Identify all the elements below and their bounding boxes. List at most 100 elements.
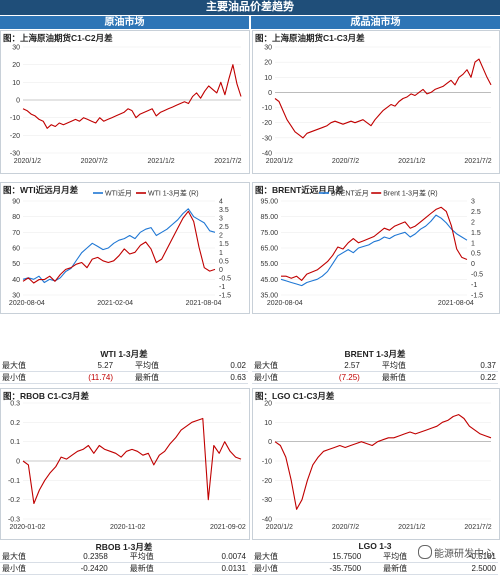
sc-xtick-label: 2020/1/2 (14, 158, 41, 165)
wti-ytick-right-label: 1.5 (219, 241, 229, 248)
lgo-xtick-label: 2020/1/2 (266, 524, 293, 531)
brent-ytick-label: 75.00 (260, 230, 278, 237)
lgo-avg-value: -0.5181 (443, 551, 498, 563)
brent-stats-title: BRENT 1-3月差 (344, 349, 406, 359)
mogas-chart: -40 -30 -20 -10 0 10 20 30 2020/1/2 2020/7/2 2021/… (262, 45, 492, 166)
wti-latest-value: 0.63 (208, 371, 248, 384)
wti-ytick-right-label: 3 (219, 216, 223, 223)
brent-ytick-label: 65.00 (260, 246, 278, 253)
wti-ytick-right-label: 1 (219, 250, 223, 257)
lgo-series-line-0 (274, 414, 492, 510)
wti-avg-label: 平均值 (115, 360, 209, 372)
crude-section-header: 原油市场 (0, 16, 249, 29)
wti-ytick-label: 70 (12, 230, 20, 237)
watermark: 能源研发中心 (418, 545, 494, 560)
brent-legend-label: BRENT近月 (331, 189, 369, 198)
brent-stats-table: 最大值 2.57 平均值 0.37 最小值 (7.25) 最新值 0.22 (252, 360, 498, 384)
watermark-text: 能源研发中心 (434, 549, 494, 560)
wti-ytick-label: 80 (12, 214, 20, 221)
lgo-ytick-label: 10 (264, 420, 272, 427)
sc-ytick-label: 30 (12, 45, 20, 52)
mogas-ytick-label: -10 (262, 105, 272, 112)
mogas-xtick-label: 2020/7/2 (332, 158, 359, 165)
brent-ytick-right-label: 1 (471, 240, 475, 247)
wti-max-label: 最大值 (0, 360, 57, 372)
wti-ytick-label: 30 (12, 293, 20, 300)
rbob-series-line-0 (22, 417, 242, 505)
brent-ytick-right-label: -1 (471, 282, 477, 289)
sc-xtick-label: 2021/7/2 (214, 158, 241, 165)
brent-ytick-right-label: -0.5 (471, 272, 483, 279)
wti-legend-label: WTI 1-3月差 (R) (148, 189, 199, 198)
wti-ytick-right-label: 2.5 (219, 224, 229, 231)
brent-xtick-label: 2021-08-04 (438, 300, 474, 307)
wti-ytick-right-label: -1 (219, 284, 225, 291)
brent-xtick-label: 2020-08-04 (267, 300, 303, 307)
rbob-max-label: 最大值 (0, 551, 52, 563)
lgo-ytick-label: 20 (264, 401, 272, 408)
rbob-avg-value: 0.0074 (195, 551, 248, 563)
wti-min-value: (11.74) (56, 371, 116, 384)
wti-chart: 30 40 50 60 70 80 90 43.5 32.5 21.5 10.5 0-0.5 -1 -1.… (9, 189, 231, 308)
wti-panel: 图：WTI近远月月差 30 40 50 60 70 80 90 4 3.5 3 2.5 2 1.5 1 0.… (0, 182, 250, 314)
wti-xtick-label: 2021-08-04 (186, 300, 222, 307)
brent-ytick-label: 55.00 (260, 261, 278, 268)
lgo-avg-label: 平均值 (363, 551, 444, 563)
brent-ytick-right-label: 3 (471, 199, 475, 206)
mogas-xtick-label: 2021/1/2 (398, 158, 425, 165)
wti-ytick-right-label: -0.5 (219, 275, 231, 282)
page-title: 主要油品价差趋势 (0, 0, 500, 15)
sc-ytick-label: -20 (10, 133, 20, 140)
sc-xtick-label: 2020/7/2 (81, 158, 108, 165)
lgo-xtick-label: 2021/1/2 (398, 524, 425, 531)
sc-title: 图：上海原油期货C1-C2月差 (3, 33, 113, 43)
sc-ytick-label: 20 (12, 62, 20, 69)
rbob-ytick-label: -0.1 (8, 478, 20, 485)
brent-ytick-right-label: 2.5 (471, 209, 481, 216)
brent-min-label: 最小值 (252, 371, 311, 384)
brent-chart: 95.00 85.00 75.00 65.00 55.00 45.00 35.00 3 2.5 2… (260, 189, 483, 308)
wti-series-line-1 (22, 210, 216, 284)
lgo-ytick-label: -10 (262, 459, 272, 466)
wti-ytick-right-label: -1.5 (219, 293, 231, 300)
mogas-series-line-0 (274, 58, 492, 139)
brent-title: 图：BRENT近远月月差 (255, 185, 344, 195)
rbob-avg-label: 平均值 (109, 551, 196, 563)
wti-latest-label: 最新值 (115, 371, 209, 384)
rbob-latest-label: 最新值 (109, 562, 196, 575)
lgo-panel: 图：LGO C1-C3月差 -40 -30 -20 -10 0 10 20 2020/1/2 2… (252, 388, 500, 540)
lgo-min-label: 最小值 (252, 562, 301, 575)
rbob-xtick-label: 2021-09-02 (210, 524, 246, 531)
lgo-ytick-label: 0 (268, 439, 272, 446)
brent-ytick-right-label: 2 (471, 219, 475, 226)
lgo-ytick-label: -40 (262, 517, 272, 524)
mogas-ytick-label: 30 (264, 45, 272, 52)
rbob-min-value: -0.2420 (51, 562, 110, 575)
lgo-xtick-label: 2021/7/2 (464, 524, 491, 531)
rbob-ytick-label: 0 (16, 459, 20, 466)
brent-ytick-label: 45.00 (260, 277, 278, 284)
rbob-latest-value: 0.0131 (195, 562, 248, 575)
wti-avg-value: 0.02 (208, 360, 248, 372)
lgo-title: 图：LGO C1-C3月差 (255, 391, 335, 401)
sc-ytick-label: -10 (10, 115, 20, 122)
sc-ytick-label: 10 (12, 80, 20, 87)
wti-xtick-label: 2021-02-04 (97, 300, 133, 307)
brent-latest-value: 0.22 (457, 371, 498, 384)
mogas-xtick-label: 2021/7/2 (464, 158, 491, 165)
rbob-xtick-label: 2020-11-02 (110, 524, 145, 531)
wti-ytick-right-label: 3.5 (219, 207, 229, 214)
brent-latest-label: 最新值 (361, 371, 458, 384)
sc-chart: -30 -20 -10 0 10 20 30 2020/1/2 2020/7/2 2021/1/2… (10, 45, 242, 166)
wechat-logo-icon (418, 545, 432, 559)
sc-series-line-0 (22, 64, 242, 129)
wti-ytick-label: 50 (12, 261, 20, 268)
rbob-min-label: 最小值 (0, 562, 52, 575)
rbob-panel: 图：RBOB C1-C3月差 0.3 0.2 0.1 0 -0.1 -0.2 -0.3 202… (0, 388, 250, 540)
wti-stats-title: WTI 1-3月差 (100, 349, 148, 359)
rbob-max-value: 0.2358 (51, 551, 110, 563)
wti-xtick-label: 2020-08-04 (9, 300, 45, 307)
wti-title: 图：WTI近远月月差 (3, 185, 79, 195)
sc-ytick-label: 0 (16, 98, 20, 105)
